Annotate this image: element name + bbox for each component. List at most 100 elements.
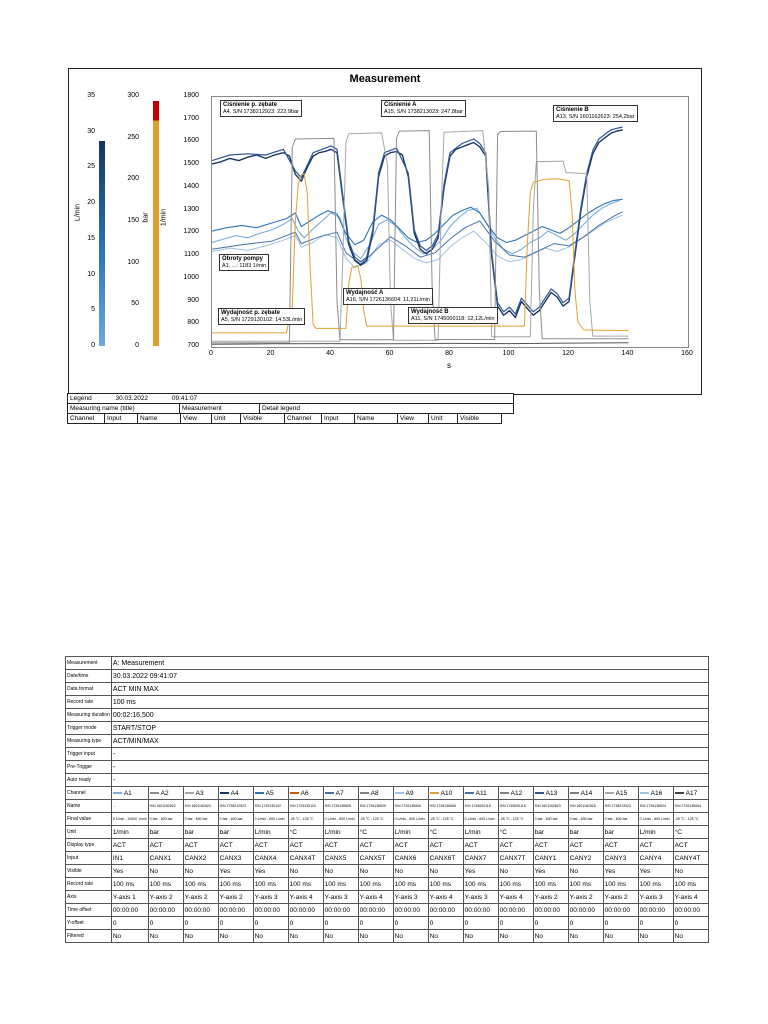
table-cell: No: [462, 929, 499, 943]
annotation-detail: A1, ...: 1183 1/min: [222, 262, 267, 269]
table-cell: 0: [182, 916, 219, 930]
series-cisnienie-a-a15: [212, 130, 629, 342]
table-cell: 0: [672, 916, 709, 930]
table-cell: 00:00:00: [427, 903, 464, 917]
series-baseline-dark: [212, 342, 629, 345]
table-cell: A1: [110, 786, 149, 800]
legend-col-visible-2: Visible: [457, 413, 502, 424]
table-cell: bar: [532, 825, 569, 839]
row-value: ACT/MIN/MAX: [110, 734, 709, 748]
table-row: Visible Yes No No Yes Yes No No No No No Yes No Yes No…: [65, 864, 709, 878]
table-cell: 00:00:00: [637, 903, 674, 917]
table-cell: 0: [287, 916, 324, 930]
table-cell: Y-axis 2: [182, 890, 219, 904]
table-row: Display type ACT ACT ACT ACT ACT ACT ACT ACT ACT A…: [65, 838, 709, 852]
y-tick-label: 5: [91, 306, 95, 314]
table-cell: 00:00:00: [672, 903, 709, 917]
y-tick-label: 1200: [183, 228, 199, 236]
table-cell: ACT: [287, 838, 324, 852]
row-label: Unit: [65, 825, 112, 839]
channel-color-swatch: [604, 791, 614, 794]
y-tick-label: 10: [87, 270, 95, 278]
annotation-title: Ciśnienie B: [556, 107, 589, 113]
table-cell: No: [110, 929, 149, 943]
y-tick-label: 0: [91, 342, 95, 349]
axis-colorbar-lmin: [99, 141, 105, 346]
table-cell: A8: [357, 786, 394, 800]
table-row: Unit 1/min bar bar bar L/min °C L/min °C L/min °C L…: [65, 825, 709, 839]
table-row: Auto ready -: [65, 773, 709, 787]
table-cell: No: [637, 929, 674, 943]
table-cell: A15: [602, 786, 639, 800]
series-wydajnosc-a-a16: [212, 214, 623, 268]
table-cell: No: [322, 864, 359, 878]
y-tick-label: 0: [135, 342, 139, 349]
annotation-wydajnosc-p-zebate: Wydajność p. zębate A5, S/N 1729130102: …: [218, 308, 306, 325]
table-cell: No: [602, 929, 639, 943]
channel-color-swatch: [674, 791, 684, 794]
table-cell: S/N 1601162622: [147, 799, 184, 813]
table-cell: 100 ms: [110, 877, 149, 891]
legend-col-channel-2: Channel: [284, 413, 322, 424]
table-cell: °C: [357, 825, 394, 839]
table-cell: 100 ms: [357, 877, 394, 891]
row-label: Final value: [65, 812, 112, 826]
table-cell: S/N 1601162623: [532, 799, 569, 813]
table-row: Data format ACT MIN MAX: [65, 682, 709, 696]
table-cell: 100 ms: [602, 877, 639, 891]
table-cell: L/min: [322, 825, 359, 839]
table-cell: 00:00:00: [287, 903, 324, 917]
y-tick-label: 1500: [183, 160, 199, 168]
table-cell: 0: [110, 916, 149, 930]
measurement-chart: Measurement L/min bar 1/min 0 5 10 15 20 25 30…: [68, 68, 702, 395]
row-label: Pre-Trigger: [65, 760, 112, 774]
row-value: A: Measurement: [110, 656, 709, 670]
table-cell: ACT: [672, 838, 709, 852]
table-cell: No: [567, 929, 604, 943]
table-cell: Yes: [217, 864, 254, 878]
row-value: 00:02:16,500: [110, 708, 709, 722]
table-cell: CANY4: [637, 851, 674, 865]
y-tick-label: 300: [127, 92, 139, 99]
y-tick-label: 1400: [183, 182, 199, 190]
table-cell: No: [357, 864, 394, 878]
plot-area: [211, 96, 689, 348]
table-cell: 0: [322, 916, 359, 930]
table-cell: S/N 1729130102: [252, 799, 289, 813]
table-cell: No: [322, 929, 359, 943]
table-cell: S/N 1745000118: [497, 799, 534, 813]
annotation-title: Wydajność A: [346, 290, 384, 296]
y-tick-label: 1300: [183, 205, 199, 213]
table-cell: 0: [357, 916, 394, 930]
annotation-wydajnosc-b: Wydajność B A11, S/N 1745000118: 12,12L/…: [408, 307, 498, 324]
table-cell: No: [147, 929, 184, 943]
table-cell: 100 ms: [462, 877, 499, 891]
table-cell: No: [252, 929, 289, 943]
row-value: 100 ms: [110, 695, 709, 709]
series-pressure-step-2: [212, 130, 629, 344]
table-cell: 100 ms: [427, 877, 464, 891]
table-cell: 0: [567, 916, 604, 930]
annotation-cisnienie-a: Ciśnienie A A15, S/N 1738213023: 247,8ba…: [381, 100, 466, 117]
table-cell: CANX2: [182, 851, 219, 865]
table-cell: A16: [637, 786, 674, 800]
table-cell: No: [427, 929, 464, 943]
table-cell: No: [182, 929, 219, 943]
table-cell: 0: [637, 916, 674, 930]
table-cell: 00:00:00: [602, 903, 639, 917]
y-tick-label: 900: [187, 296, 199, 304]
table-cell: Yes: [637, 864, 674, 878]
legend-col-input-2: Input: [321, 413, 355, 424]
table-cell: 100 ms: [217, 877, 254, 891]
table-cell: ACT: [637, 838, 674, 852]
table-cell: ACT: [182, 838, 219, 852]
annotation-title: Ciśnienie A: [384, 102, 417, 108]
table-cell: ...: [110, 799, 149, 813]
table-cell: 1/min: [110, 825, 149, 839]
x-tick-label: 140: [621, 350, 634, 357]
table-cell: 100 ms: [182, 877, 219, 891]
table-cell: 0 bar - 600 bar: [532, 812, 569, 826]
table-cell: No: [217, 929, 254, 943]
table-cell: ACT: [567, 838, 604, 852]
table-cell: 100 ms: [147, 877, 184, 891]
